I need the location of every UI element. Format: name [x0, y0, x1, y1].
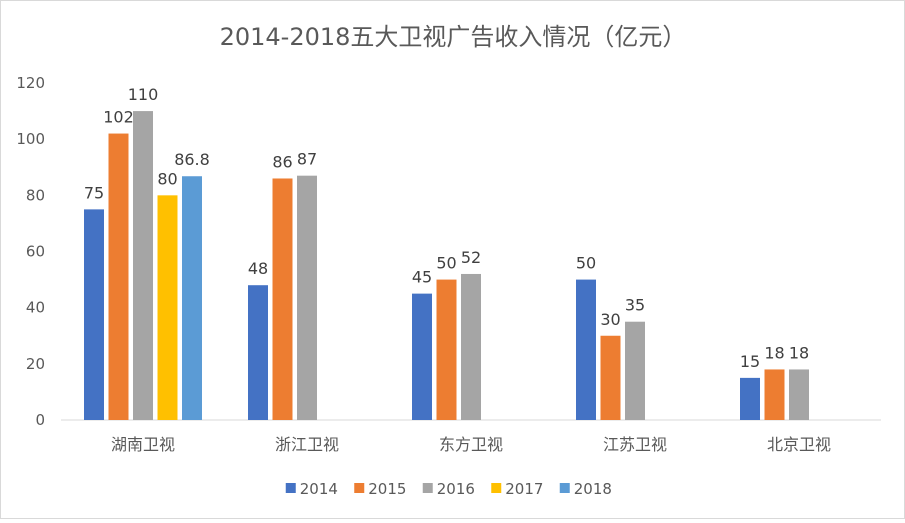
- y-tick-label: 20: [26, 355, 45, 373]
- data-label: 110: [128, 85, 159, 104]
- bar-2015-1: [272, 178, 293, 420]
- y-tick-label: 40: [26, 299, 45, 317]
- bar-2016-4: [789, 369, 809, 420]
- y-axis-ticks: 0 20 40 60 80 100 120: [16, 74, 45, 429]
- data-label: 87: [297, 150, 317, 169]
- legend-swatch-2018: [559, 483, 570, 493]
- y-tick-label: 0: [35, 411, 45, 429]
- data-label: 35: [625, 296, 645, 315]
- legend-swatch-2014: [285, 483, 296, 493]
- data-label: 75: [84, 183, 104, 202]
- legend-label-2016: 2016: [437, 480, 475, 498]
- bar-2016-0: [133, 111, 153, 420]
- legend-label-2018: 2018: [574, 480, 612, 498]
- bar-2014-3: [576, 279, 596, 420]
- y-tick-label: 100: [16, 130, 45, 148]
- x-category-label: 江苏卫视: [603, 435, 667, 454]
- bar-2016-2: [461, 273, 481, 420]
- bar-2015-0: [108, 133, 129, 421]
- legend-swatch-2017: [491, 483, 502, 493]
- bar-2016-3: [625, 321, 645, 420]
- category-labels: 湖南卫视 浙江卫视 东方卫视 江苏卫视 北京卫视: [111, 435, 831, 454]
- bar-2015-3: [600, 335, 621, 420]
- data-label: 45: [412, 268, 432, 287]
- data-label: 86.8: [174, 150, 210, 169]
- x-category-label: 东方卫视: [439, 435, 503, 454]
- legend: 2014 2015 2016 2017 2018: [285, 480, 612, 498]
- bar-series: [84, 111, 809, 421]
- legend-swatch-2016: [422, 483, 433, 493]
- bar-2014-0: [84, 209, 104, 420]
- data-label: 15: [740, 352, 760, 371]
- chart-title: 2014-2018五大卫视广告收入情况（亿元）: [220, 23, 687, 51]
- bar-2016-1: [297, 175, 317, 420]
- y-tick-label: 120: [16, 74, 45, 92]
- bar-2014-2: [412, 293, 432, 420]
- data-label: 50: [436, 254, 456, 273]
- x-category-label: 北京卫视: [767, 435, 831, 454]
- y-tick-label: 80: [26, 186, 45, 204]
- legend-label-2015: 2015: [368, 480, 406, 498]
- legend-swatch-2015: [354, 483, 365, 493]
- x-category-label: 湖南卫视: [111, 435, 175, 454]
- data-label: 52: [461, 248, 481, 267]
- data-label: 50: [576, 254, 596, 273]
- data-label: 48: [248, 259, 268, 278]
- bar-2014-1: [248, 285, 268, 420]
- bar-2015-2: [436, 279, 457, 420]
- bar-2015-4: [764, 369, 785, 420]
- data-label: 102: [103, 108, 134, 127]
- legend-label-2014: 2014: [300, 480, 338, 498]
- data-label: 18: [764, 343, 784, 362]
- data-label: 30: [600, 310, 620, 329]
- data-label: 86: [272, 152, 292, 171]
- bar-2017-0: [157, 195, 178, 420]
- y-tick-label: 60: [26, 243, 45, 261]
- legend-label-2017: 2017: [505, 480, 543, 498]
- bar-2014-4: [740, 377, 760, 420]
- x-category-label: 浙江卫视: [275, 435, 339, 454]
- data-label: 80: [157, 169, 177, 188]
- data-label: 18: [789, 343, 809, 362]
- bar-2018-0: [182, 176, 202, 420]
